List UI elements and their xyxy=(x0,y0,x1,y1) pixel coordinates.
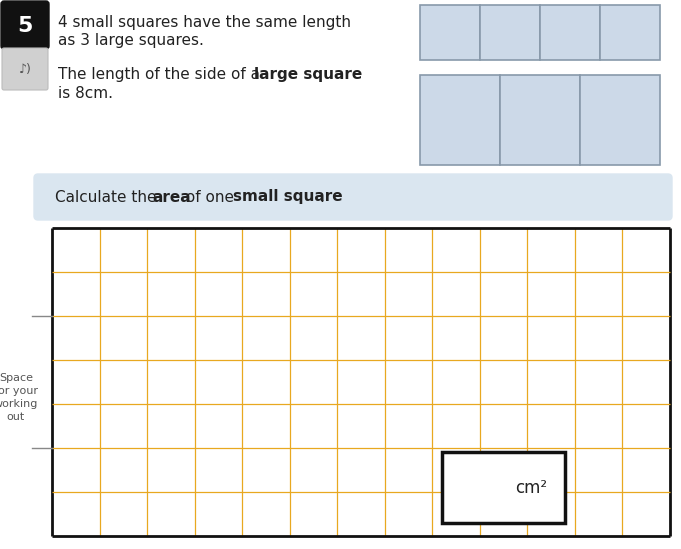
Bar xyxy=(420,75,500,165)
Text: Space
for your
working
out: Space for your working out xyxy=(0,373,38,422)
Text: area: area xyxy=(152,189,191,204)
Text: small square: small square xyxy=(233,189,343,204)
Text: The length of the side of a: The length of the side of a xyxy=(58,68,265,82)
FancyBboxPatch shape xyxy=(2,48,48,90)
Text: cm²: cm² xyxy=(515,479,547,497)
Text: 5: 5 xyxy=(17,16,33,36)
Text: .: . xyxy=(319,189,324,204)
Bar xyxy=(480,5,540,60)
Bar xyxy=(420,5,480,60)
Bar xyxy=(600,5,660,60)
Bar xyxy=(540,5,600,60)
Bar xyxy=(500,75,580,165)
Bar xyxy=(580,75,660,165)
Text: large square: large square xyxy=(254,68,362,82)
Text: is 8cm.: is 8cm. xyxy=(58,86,113,100)
FancyBboxPatch shape xyxy=(34,174,672,220)
Text: of one: of one xyxy=(181,189,239,204)
FancyBboxPatch shape xyxy=(1,1,49,49)
Text: ♪): ♪) xyxy=(18,63,31,76)
Text: as 3 large squares.: as 3 large squares. xyxy=(58,32,204,48)
Text: Calculate the: Calculate the xyxy=(55,189,161,204)
Text: 4 small squares have the same length: 4 small squares have the same length xyxy=(58,14,351,30)
Bar xyxy=(442,452,565,523)
